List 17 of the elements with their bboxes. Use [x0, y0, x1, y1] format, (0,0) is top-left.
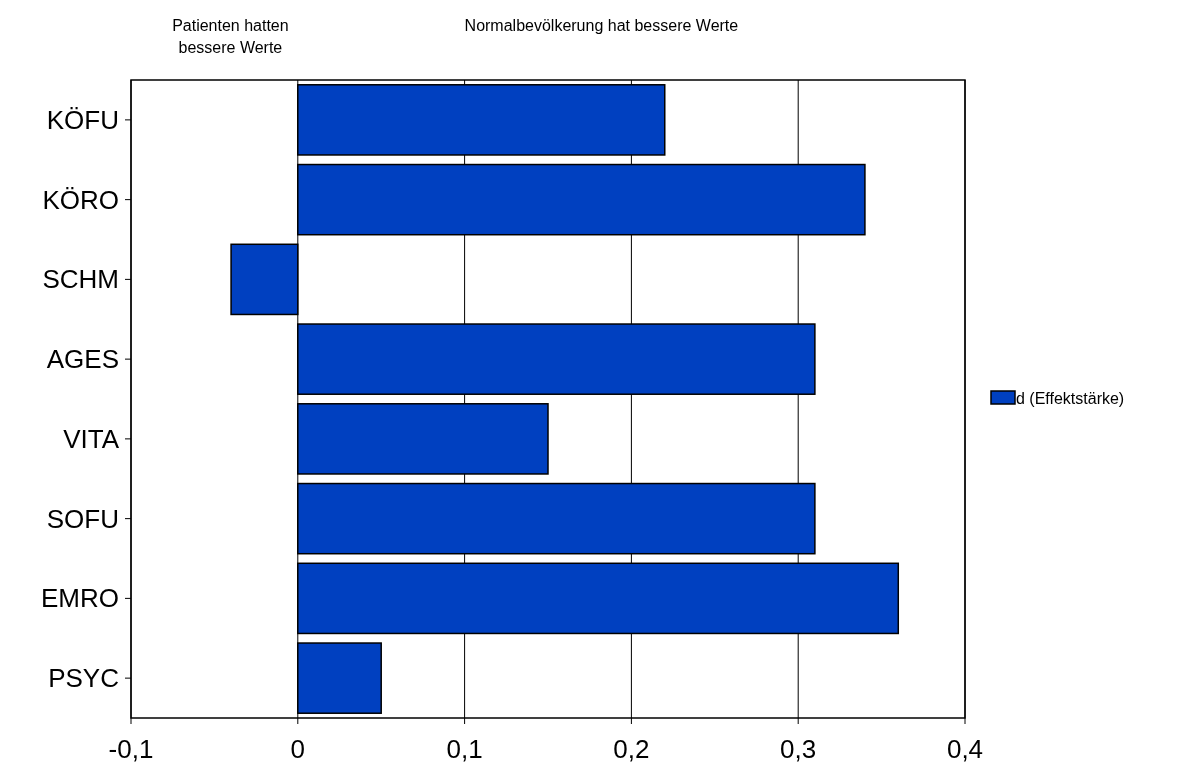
y-tick-label: EMRO: [41, 583, 119, 614]
x-tick-label: 0,4: [946, 734, 984, 764]
y-tick-label: KÖRO: [42, 184, 119, 215]
x-tick-label: 0,2: [613, 734, 650, 764]
x-tick-label: -0,1: [108, 734, 154, 764]
text: Patienten hatten bessere Werte: [172, 17, 289, 56]
x-tick-label: 0,1: [446, 734, 483, 764]
y-tick-label: VITA: [63, 423, 120, 454]
y-tick-label: SOFU: [46, 503, 119, 534]
y-tick-label: AGES: [46, 344, 119, 375]
legend-label: d (Effektstärke): [1016, 389, 1125, 407]
y-tick-label: KÖFU: [46, 104, 119, 135]
text: Normalbevölkerung hat bessere Werte: [464, 17, 739, 34]
x-tick-label: 0,3: [780, 734, 817, 764]
x-tick-label: 0: [290, 734, 306, 764]
y-tick-label: PSYC: [48, 663, 119, 694]
y-tick-label: SCHM: [42, 264, 119, 295]
